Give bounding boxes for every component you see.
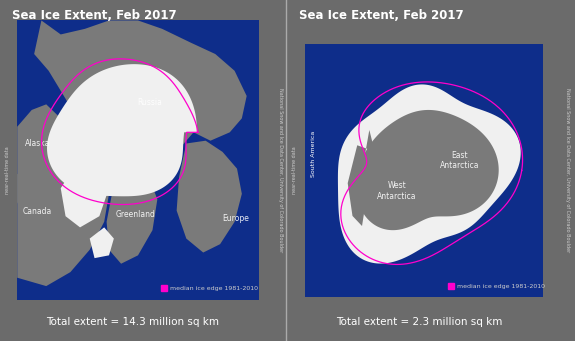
Text: Canada: Canada xyxy=(23,207,52,216)
Text: near-real-time data: near-real-time data xyxy=(5,147,10,194)
Text: National Snow and Ice Data Center, University of Colorado Boulder: National Snow and Ice Data Center, Unive… xyxy=(565,88,570,253)
Text: Greenland: Greenland xyxy=(115,210,155,219)
Bar xyxy=(305,44,543,297)
Polygon shape xyxy=(90,227,114,258)
Text: Total extent = 2.3 million sq km: Total extent = 2.3 million sq km xyxy=(336,317,503,327)
Polygon shape xyxy=(338,85,521,264)
Text: West
Antarctica: West Antarctica xyxy=(377,181,416,201)
Polygon shape xyxy=(348,130,375,226)
Text: National Snow and Ice Data Center, University of Colorado Boulder: National Snow and Ice Data Center, Unive… xyxy=(278,88,283,253)
Text: East
Antarctica: East Antarctica xyxy=(440,151,480,170)
Bar xyxy=(17,20,259,300)
Text: Alaska: Alaska xyxy=(25,139,50,148)
Text: median ice edge 1981-2010: median ice edge 1981-2010 xyxy=(170,286,258,291)
Text: South America: South America xyxy=(311,130,316,177)
Polygon shape xyxy=(47,64,197,196)
Text: Europe: Europe xyxy=(223,214,249,223)
Polygon shape xyxy=(106,172,158,264)
Text: Total extent = 14.3 million sq km: Total extent = 14.3 million sq km xyxy=(46,317,218,327)
Text: near-real-time data: near-real-time data xyxy=(292,147,297,194)
Polygon shape xyxy=(17,104,70,216)
Text: Sea Ice Extent, Feb 2017: Sea Ice Extent, Feb 2017 xyxy=(299,9,463,21)
Polygon shape xyxy=(34,20,247,169)
Text: Sea Ice Extent, Feb 2017: Sea Ice Extent, Feb 2017 xyxy=(12,9,176,21)
Polygon shape xyxy=(356,110,499,230)
Polygon shape xyxy=(61,155,109,227)
Polygon shape xyxy=(17,155,109,286)
Polygon shape xyxy=(177,141,242,253)
Text: median ice edge 1981-2010: median ice edge 1981-2010 xyxy=(457,284,545,289)
Text: Russia: Russia xyxy=(137,98,162,107)
